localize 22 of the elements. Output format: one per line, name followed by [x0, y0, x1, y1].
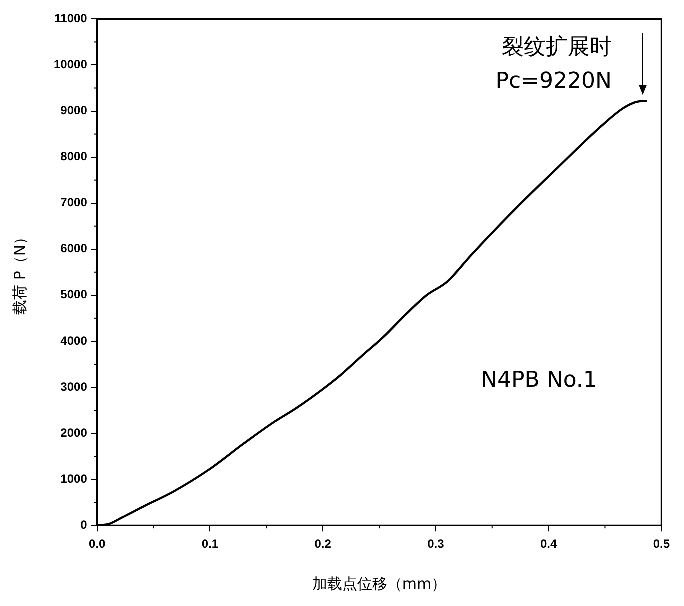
- y-tick-label: 9000: [60, 104, 88, 118]
- y-tick-label: 10000: [54, 58, 88, 72]
- x-axis-title: 加载点位移（mm）: [312, 574, 447, 593]
- y-tick-label: 11000: [54, 12, 88, 26]
- y-tick-label: 6000: [60, 242, 88, 256]
- x-tick-label: 0.1: [202, 537, 219, 552]
- x-tick-label: 0.3: [428, 537, 445, 552]
- y-tick-label: 3000: [60, 380, 88, 394]
- x-tick-label: 0.4: [540, 537, 558, 552]
- y-tick-label: 5000: [60, 288, 88, 302]
- annotation: 裂纹扩展时 Pc=9220N: [496, 34, 612, 94]
- y-tick-label: 0: [80, 518, 88, 532]
- y-tick-label: 7000: [60, 196, 88, 210]
- y-tick-label: 1000: [60, 472, 88, 486]
- y-tick-label: 2000: [60, 426, 88, 440]
- x-tick-label: 0.5: [653, 537, 670, 552]
- annotation: N4PB No.1: [481, 368, 598, 393]
- y-tick-label: 8000: [60, 150, 88, 164]
- x-tick-label: 0.0: [89, 537, 106, 552]
- x-tick-label: 0.2: [314, 537, 332, 552]
- y-axis-title: 载荷 P（N）: [10, 230, 29, 315]
- y-tick-label: 4000: [60, 334, 88, 348]
